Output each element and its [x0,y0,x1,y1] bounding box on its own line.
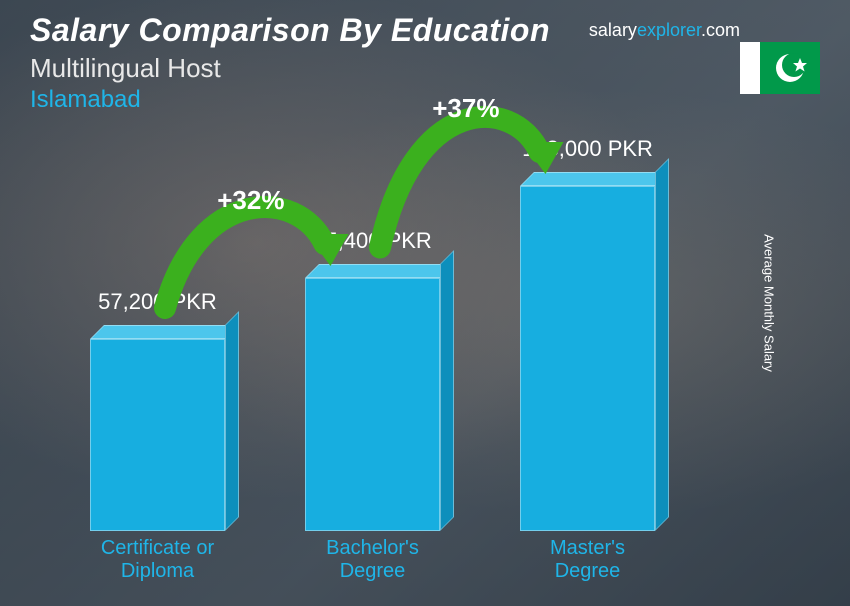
brand-mid: explorer [637,20,701,40]
bar-label: Bachelor'sDegree [326,537,419,583]
bar-side [225,311,239,531]
bar-label: Certificate orDiploma [101,537,214,583]
bar-front [90,339,225,531]
brand-prefix: salary [589,20,637,40]
flag-stripe [740,42,760,94]
chart-subtitle-role: Multilingual Host [30,53,820,84]
bar-side [440,250,454,531]
bar-side [655,158,669,531]
flag-field [760,42,820,94]
bar: 57,200 PKRCertificate orDiploma [90,339,225,531]
flag-crescent-star-icon [760,42,820,94]
increase-percent: +37% [432,93,499,124]
brand-suffix: .com [701,20,740,40]
increase-arrow: +37% [350,81,576,273]
country-flag [740,42,820,94]
bar-label: Master'sDegree [550,537,625,583]
increase-percent: +32% [217,185,284,216]
bar-chart: 57,200 PKRCertificate orDiploma75,400 PK… [90,150,730,586]
increase-arrow: +32% [135,173,361,334]
brand-watermark: salaryexplorer.com [589,20,740,41]
y-axis-label: Average Monthly Salary [762,234,777,372]
